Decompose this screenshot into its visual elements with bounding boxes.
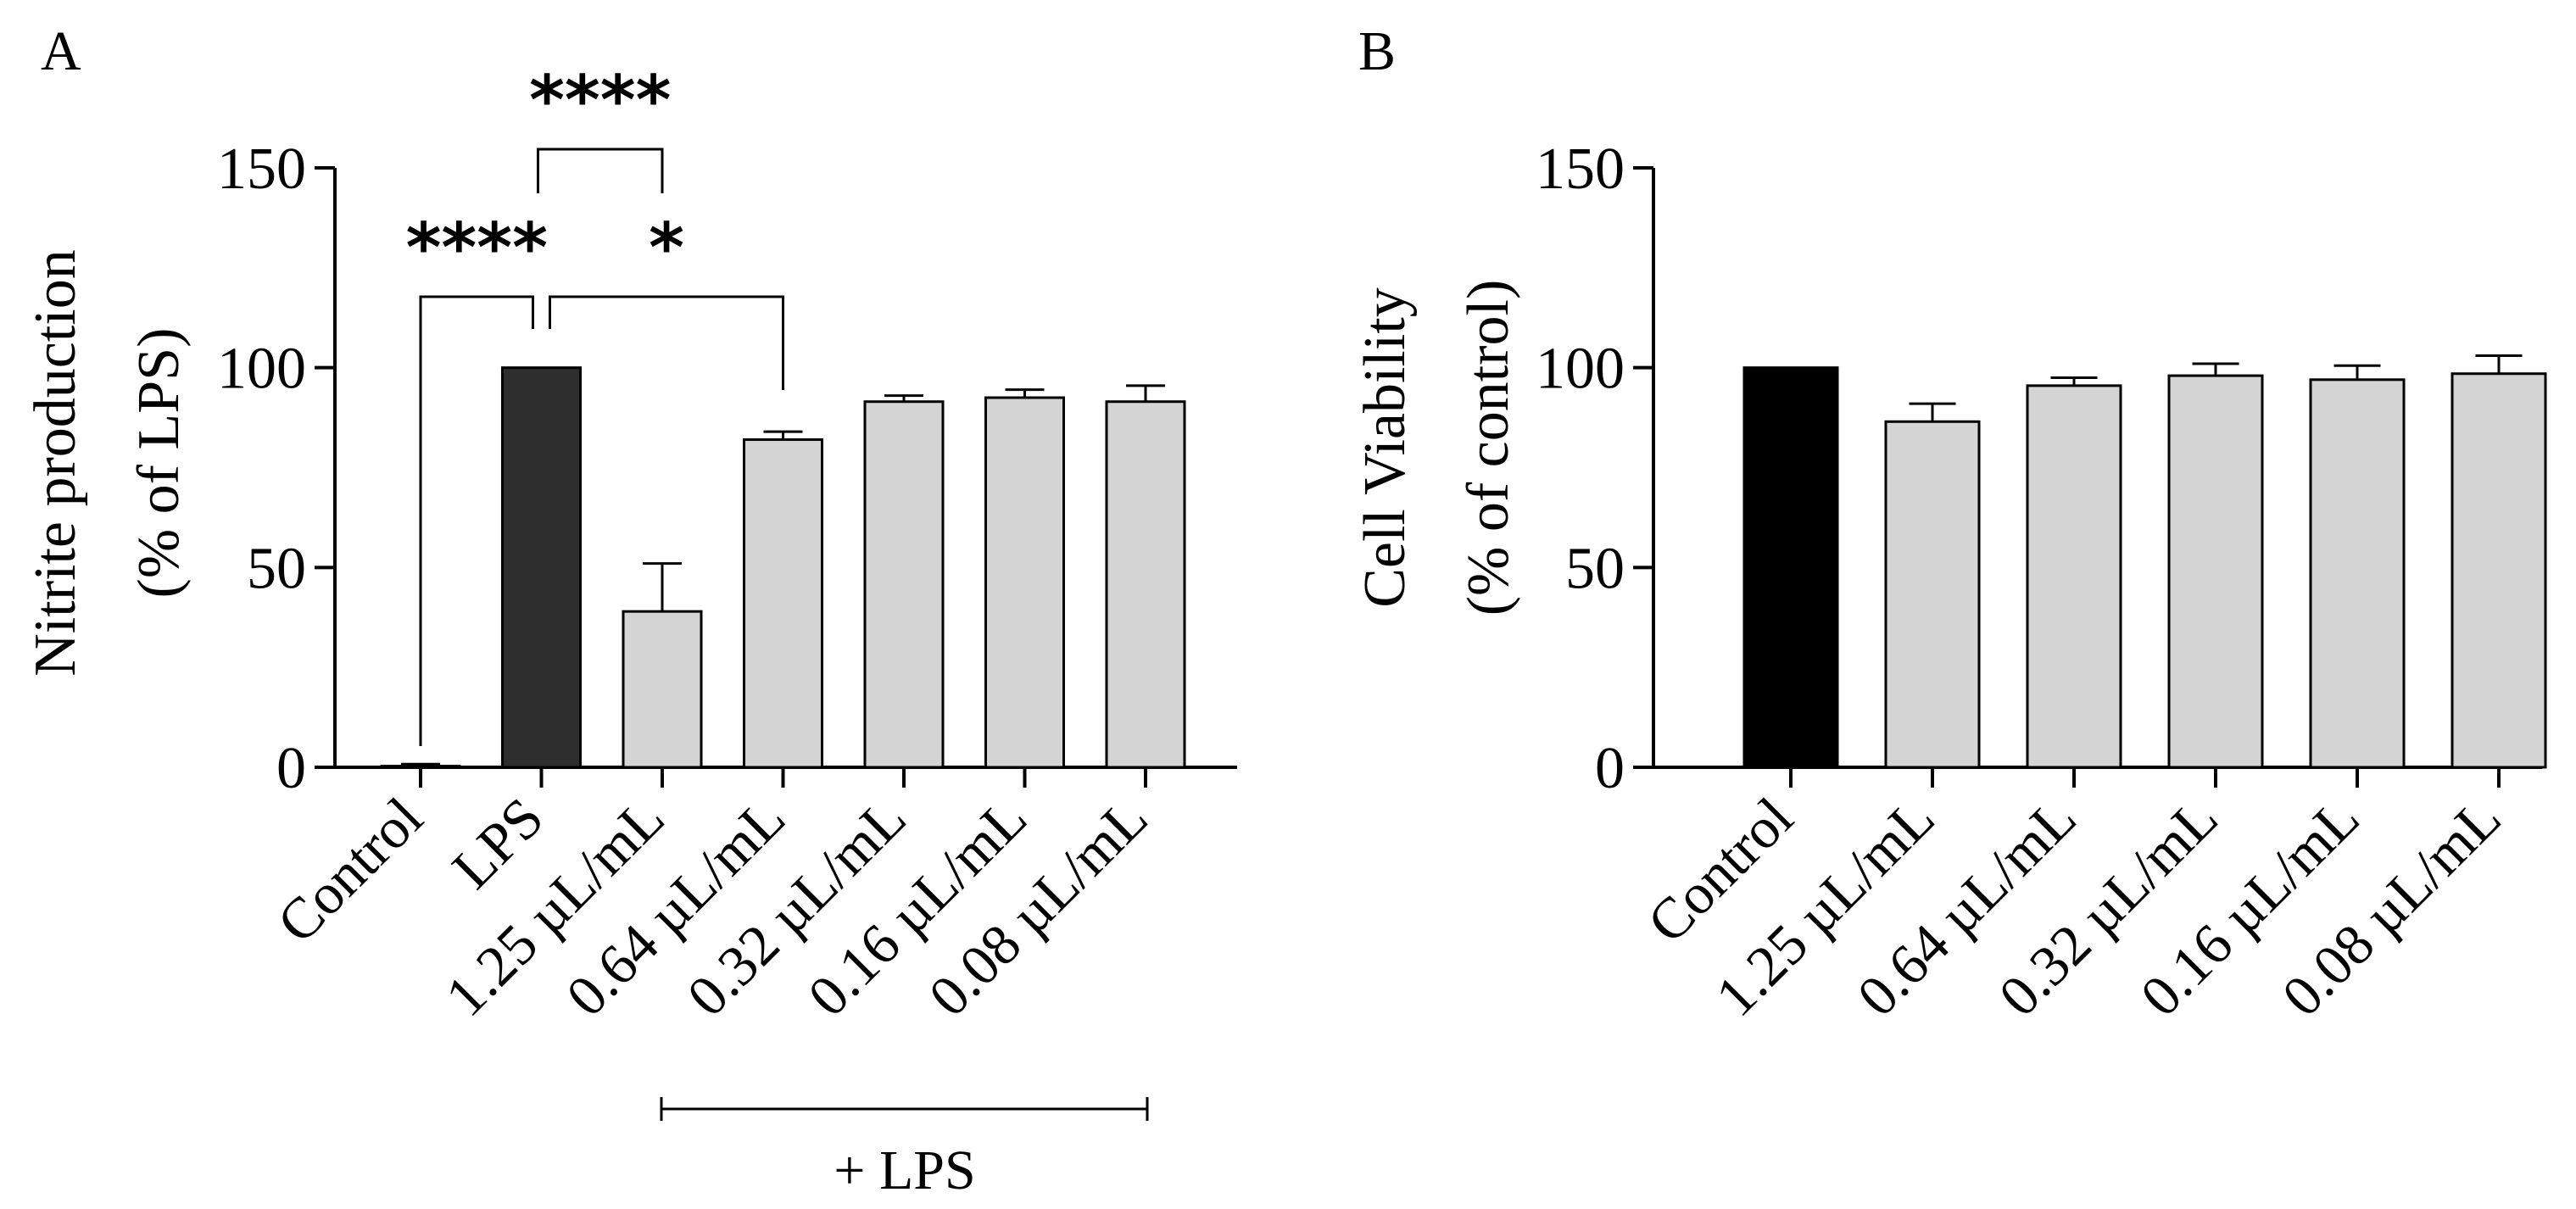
panel-b-chart: B Cell Viability (% of control) 0 50 100 15… — [1352, 20, 2547, 1028]
y-tick-label: 100 — [217, 337, 306, 402]
panel-b-bars — [1742, 366, 2547, 769]
bar — [984, 396, 1065, 769]
panel-b-y-ticks: 0 50 100 150 — [1536, 136, 1653, 801]
bar — [2309, 378, 2406, 769]
bar — [2026, 384, 2122, 769]
y-tick-label: 0 — [276, 736, 306, 801]
significance-stars: * — [649, 209, 684, 287]
significance-bracket — [549, 295, 784, 390]
bar — [380, 765, 461, 769]
bar — [1105, 400, 1186, 769]
y-tick-label: 150 — [1536, 136, 1625, 202]
panel-a-y-ticks: 0 50 100 150 — [217, 136, 335, 801]
significance-bracket — [419, 295, 534, 746]
bar — [501, 366, 582, 769]
panel-b-error-bars — [1909, 354, 2523, 422]
panel-a-ylabel-line1: Nitrite production — [23, 249, 88, 677]
panel-b-ylabel-line1: Cell Viability — [1352, 287, 1418, 608]
panel-a-significance: ******** * — [406, 61, 784, 746]
bar — [743, 438, 823, 769]
significance-stars: **** — [406, 209, 548, 287]
bar — [622, 610, 703, 769]
panel-a-error-bars — [401, 384, 1165, 766]
panel-b-letter: B — [1358, 20, 1396, 82]
bar — [2451, 372, 2547, 769]
panel-a-chart: A Nitrite production (% of LPS) 0 50 100 15… — [23, 20, 1237, 1201]
y-tick-label: 0 — [1595, 736, 1625, 801]
y-tick-label: 100 — [1536, 337, 1625, 402]
significance-stars: **** — [529, 61, 671, 140]
bar — [1884, 420, 1981, 769]
panel-a-letter: A — [41, 20, 81, 82]
panel-a-ylabel-line2: (% of LPS) — [126, 328, 192, 599]
panel-a-bars — [380, 366, 1186, 769]
bar — [1742, 366, 1839, 769]
y-tick-label: 50 — [1565, 536, 1625, 601]
bar — [863, 400, 945, 769]
bar — [2167, 374, 2264, 769]
lps-group-label: + LPS — [834, 1139, 975, 1201]
x-tick-label: Control — [265, 785, 435, 956]
significance-bracket — [537, 148, 664, 193]
y-tick-label: 150 — [217, 136, 306, 202]
panel-b-ylabel-line2: (% of control) — [1456, 280, 1521, 616]
y-tick-label: 50 — [247, 536, 306, 601]
